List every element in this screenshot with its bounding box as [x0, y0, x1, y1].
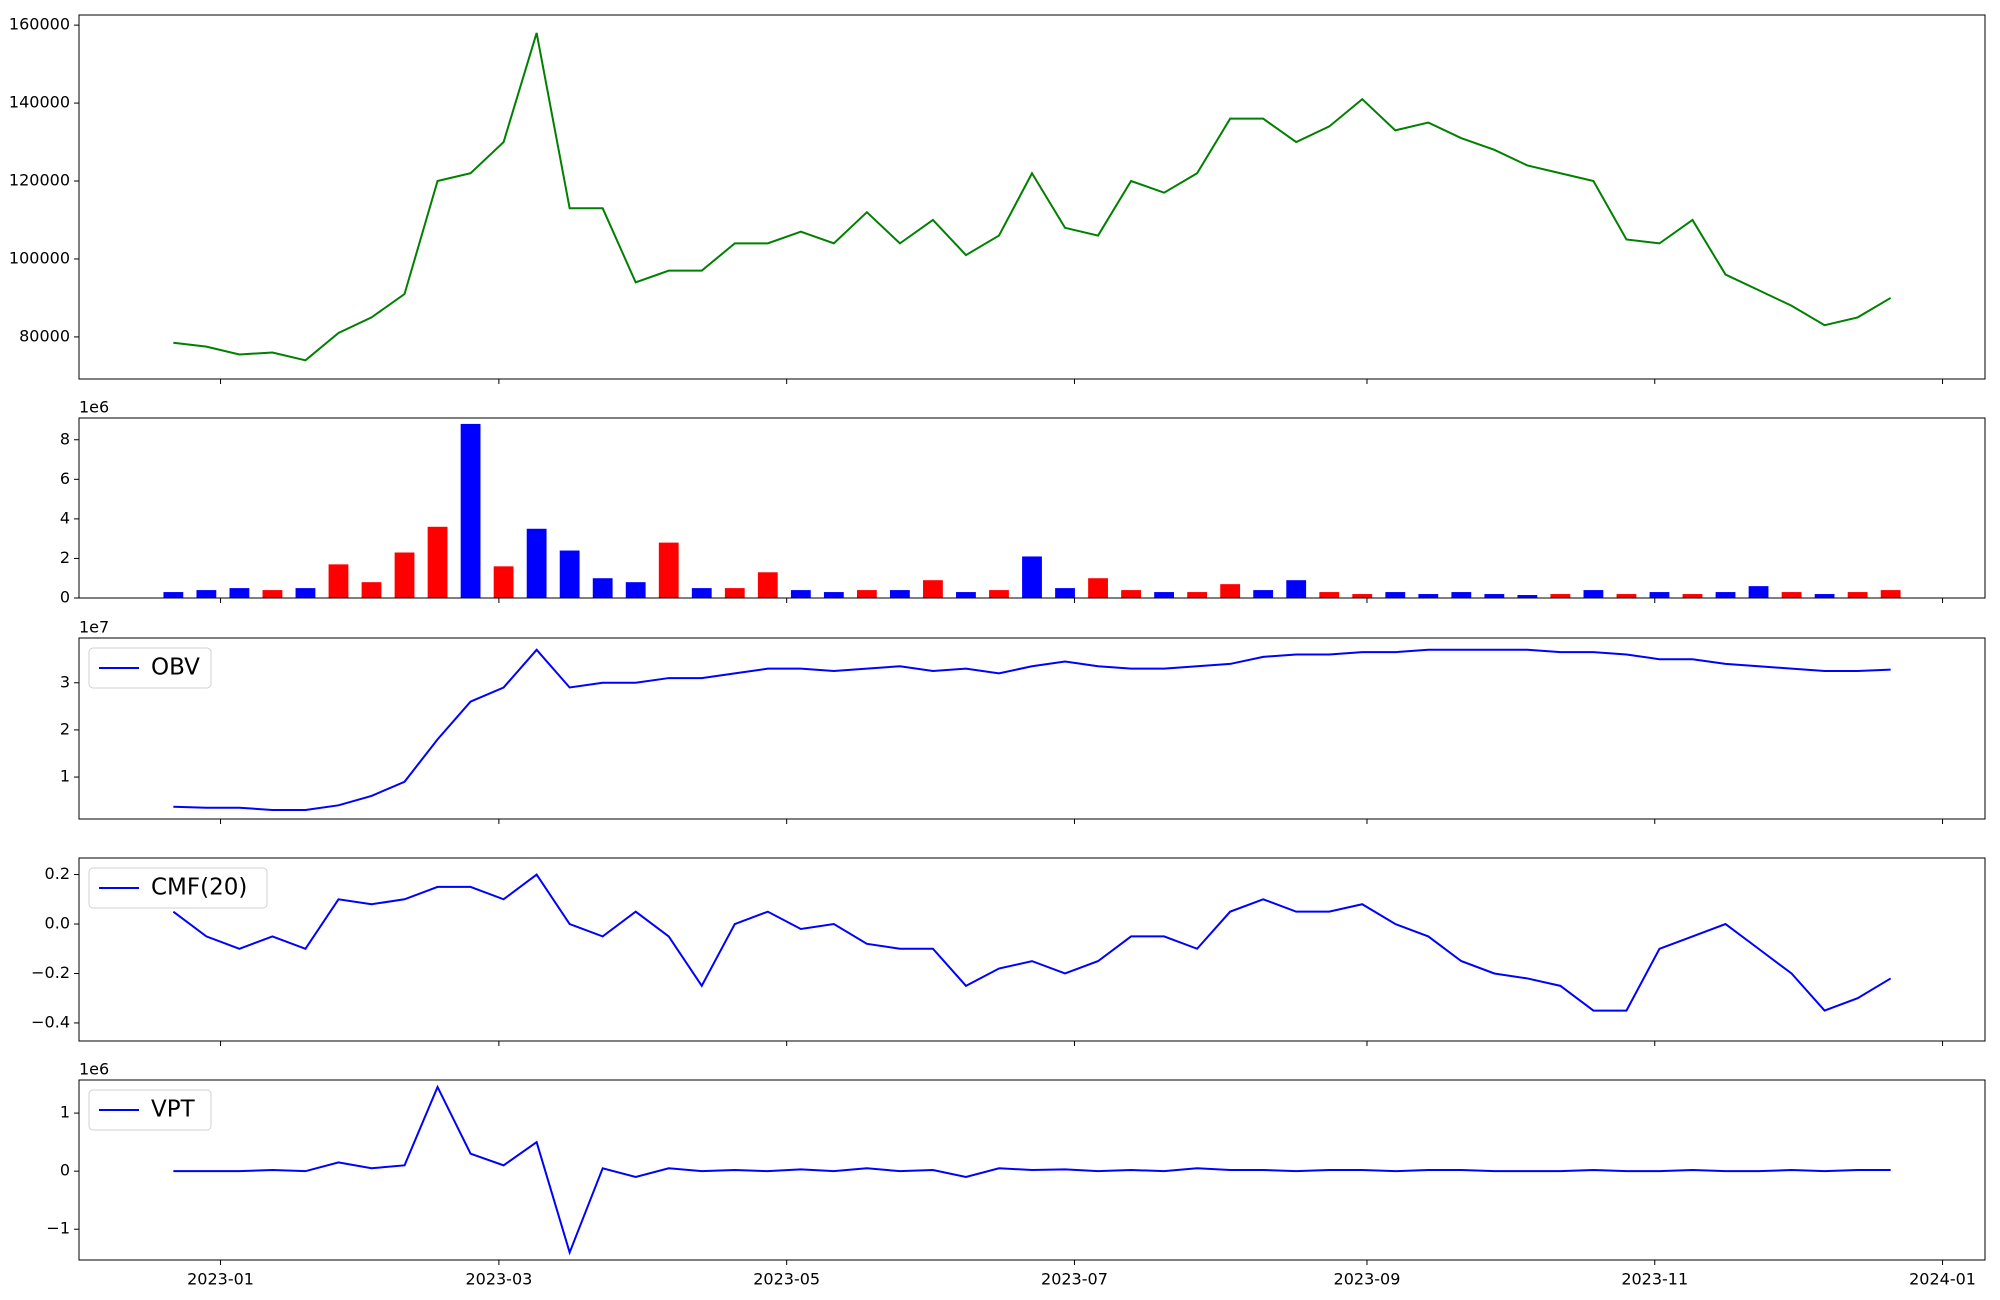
y-tick-label: 8: [60, 429, 70, 448]
y-tick-label: −1: [46, 1219, 70, 1238]
volume-bar: [757, 572, 778, 598]
volume-bar: [1220, 584, 1241, 598]
y-tick-label: 120000: [9, 171, 70, 190]
volume-bar: [295, 588, 316, 598]
data-line: [173, 1084, 1891, 1256]
x-tick-label: 2023-01: [187, 1270, 254, 1289]
volume-bar: [1847, 592, 1868, 598]
y-tick-label: 2: [60, 548, 70, 567]
volume-bar: [1781, 592, 1802, 598]
y-tick-label: 140000: [9, 93, 70, 112]
volume-bar: [691, 588, 712, 598]
volume-bar: [1517, 595, 1538, 598]
volume-bar: [196, 590, 217, 598]
x-tick-label: 2023-11: [1621, 1270, 1688, 1289]
x-tick-label: 2023-05: [753, 1270, 820, 1289]
volume-bar: [460, 423, 481, 598]
x-tick-label: 2023-03: [465, 1270, 532, 1289]
volume-bar: [1814, 594, 1835, 598]
y-tick-label: 3: [60, 672, 70, 691]
y-tick-label: −0.4: [31, 1012, 70, 1031]
volume-bar: [856, 590, 877, 598]
plot-frame: [78, 637, 1986, 820]
volume-bar: [361, 582, 382, 598]
volume-bar: [1550, 594, 1571, 598]
volume-bar: [1649, 592, 1670, 598]
data-line: [172, 873, 1892, 1012]
volume-bar: [1682, 594, 1703, 598]
volume-bar: [1022, 556, 1042, 598]
plot-frame: [78, 1079, 1986, 1261]
volume-bar: [823, 592, 844, 598]
volume-bar: [394, 552, 415, 598]
volume-bar: [1748, 586, 1769, 598]
volume-bar: [1121, 590, 1141, 598]
volume-bar: [328, 564, 349, 598]
offset-text: 1e7: [79, 618, 109, 637]
y-tick-label: 1: [60, 767, 70, 786]
legend-label: VPT: [151, 1097, 196, 1123]
legend-box: [88, 1089, 212, 1131]
plot-frame: [78, 857, 1986, 1042]
data-line: [173, 32, 1892, 362]
volume-bar: [1319, 592, 1340, 598]
x-tick-label: 2024-01: [1909, 1270, 1976, 1289]
y-tick-label: 0.2: [45, 864, 70, 883]
y-tick-label: −0.2: [31, 963, 70, 982]
volume-bar: [1880, 590, 1901, 598]
volume-bar: [1583, 590, 1604, 598]
volume-bar: [625, 582, 646, 598]
volume-bar: [1385, 592, 1406, 598]
volume-bar: [1088, 578, 1108, 598]
volume-bar: [493, 566, 514, 598]
volume-bar: [262, 590, 283, 598]
volume-bar: [1715, 592, 1736, 598]
volume-bar: [889, 590, 910, 598]
y-tick-label: 160000: [9, 15, 70, 34]
y-tick-label: 2: [60, 719, 70, 738]
legend-box: [88, 867, 268, 909]
volume-bar: [526, 528, 547, 598]
offset-text: 1e6: [79, 398, 109, 417]
volume-bar: [1154, 592, 1175, 598]
data-line: [173, 648, 1891, 812]
x-tick-label: 2023-09: [1334, 1270, 1401, 1289]
y-tick-label: 4: [60, 508, 70, 527]
volume-bar: [559, 550, 580, 598]
offset-text: 1e6: [79, 1060, 109, 1079]
volume-bar: [956, 592, 976, 598]
volume-bar: [1418, 594, 1439, 598]
volume-bar: [163, 592, 184, 598]
volume-bar: [1187, 592, 1208, 598]
volume-bar: [229, 588, 250, 598]
legend-box: [88, 647, 212, 689]
volume-bar: [1352, 594, 1373, 598]
plot-frame: [78, 417, 1986, 599]
volume-bar: [790, 590, 811, 598]
volume-bar: [1616, 594, 1637, 598]
y-tick-label: 1: [60, 1103, 70, 1122]
plot-frame: [78, 14, 1986, 380]
volume-bar: [724, 588, 745, 598]
volume-bar: [592, 578, 613, 598]
y-tick-label: 0.0: [45, 914, 70, 933]
volume-bar: [658, 542, 679, 598]
y-tick-label: 0: [60, 588, 70, 607]
volume-bar: [427, 526, 448, 598]
y-tick-label: 100000: [9, 248, 70, 267]
volume-bar: [1484, 594, 1505, 598]
volume-bar: [1253, 590, 1274, 598]
volume-bar: [989, 590, 1009, 598]
x-tick-label: 2023-07: [1041, 1270, 1108, 1289]
volume-bar: [1055, 588, 1075, 598]
y-tick-label: 0: [60, 1161, 70, 1180]
volume-bar: [1286, 580, 1307, 598]
y-tick-label: 80000: [19, 326, 70, 345]
legend-label: OBV: [151, 655, 200, 681]
volume-bar: [1451, 592, 1472, 598]
legend-label: CMF(20): [151, 875, 247, 901]
volume-bar: [923, 580, 943, 598]
y-tick-label: 6: [60, 469, 70, 488]
